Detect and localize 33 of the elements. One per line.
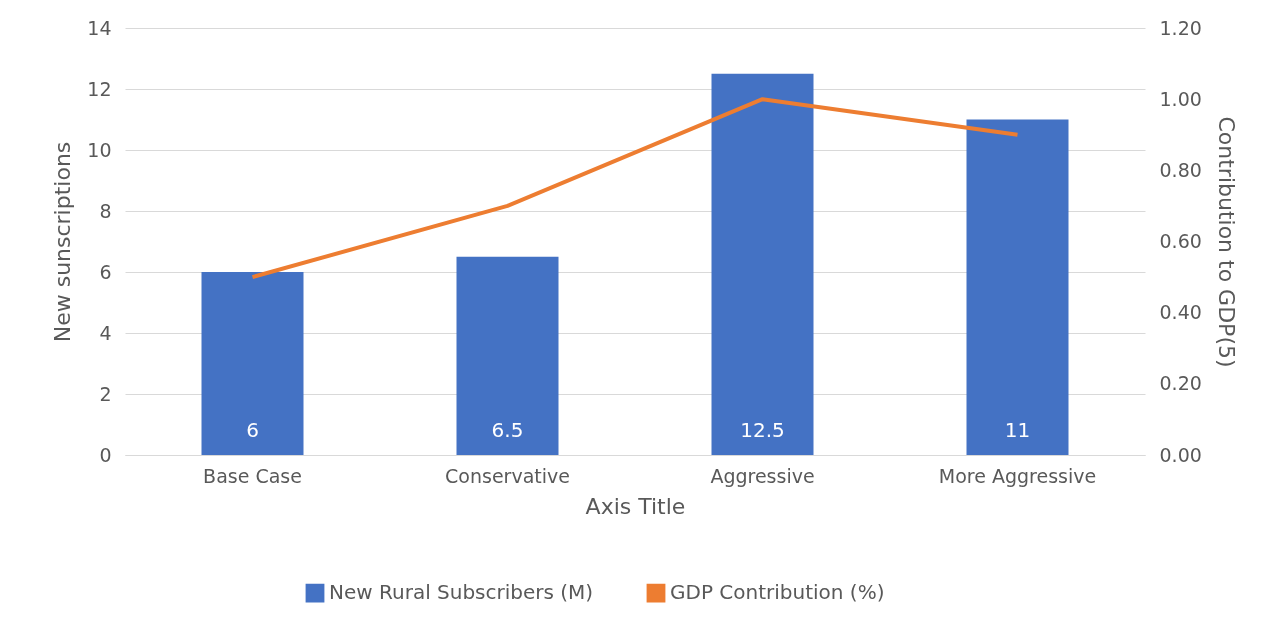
y2-axis-title: Contribution to GDP(5) xyxy=(1213,116,1239,368)
x-tick-label: More Aggressive xyxy=(938,464,1097,487)
x-tick-label: Conservative xyxy=(445,464,570,487)
bar xyxy=(201,272,304,455)
y2-tick-label: 0.80 xyxy=(1159,158,1202,181)
y-tick-label: 14 xyxy=(87,16,112,39)
legend-label: GDP Contribution (%) xyxy=(670,580,885,605)
y-tick-label: 4 xyxy=(99,321,112,344)
line-series xyxy=(250,97,1020,280)
y-tick-label: 0 xyxy=(99,443,112,466)
y-axis-title: New sunscriptions xyxy=(50,141,76,343)
data-label: 6 xyxy=(246,418,259,442)
y2-tick-label: 0.40 xyxy=(1159,301,1202,324)
data-label: 11 xyxy=(1004,418,1031,442)
x-tick-label: Base Case xyxy=(203,464,302,487)
y2-tick-label: 1.20 xyxy=(1159,16,1202,39)
bar xyxy=(456,256,559,455)
y2-tick-label: 1.00 xyxy=(1159,87,1202,110)
data-label: 12.5 xyxy=(740,418,785,442)
y-tick-label: 2 xyxy=(99,382,112,405)
bar xyxy=(966,119,1069,455)
y2-tick-label: 0.20 xyxy=(1159,372,1202,395)
y-tick-label: 8 xyxy=(99,199,112,222)
y-tick-label: 12 xyxy=(87,77,112,100)
y2-tick-label: 0.60 xyxy=(1159,230,1202,252)
legend-label: New Rural Subscribers (M) xyxy=(329,580,594,605)
y-tick-label: 10 xyxy=(87,138,112,161)
x-axis-title: Axis Title xyxy=(585,493,686,519)
bar xyxy=(711,73,814,455)
data-label: 6.5 xyxy=(491,418,524,442)
y-tick-label: 6 xyxy=(99,260,112,283)
x-tick-label: Aggressive xyxy=(710,464,815,487)
y2-tick-label: 0.00 xyxy=(1159,443,1202,466)
